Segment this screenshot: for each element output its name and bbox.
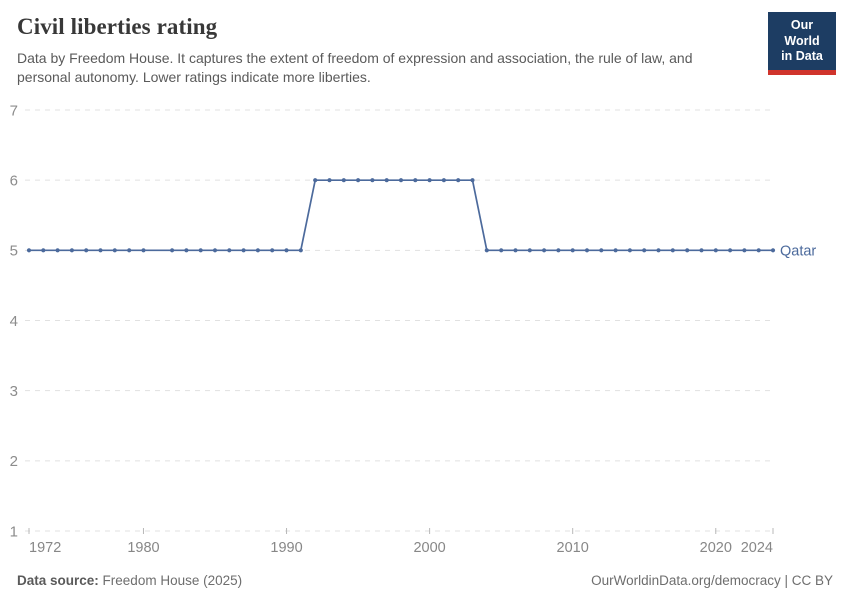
- entity-labels-group: Qatar: [780, 243, 816, 259]
- data-point[interactable]: [770, 248, 776, 253]
- data-source-label: Data source:: [17, 573, 99, 588]
- data-point[interactable]: [570, 248, 575, 253]
- data-point[interactable]: [456, 178, 461, 183]
- data-point[interactable]: [112, 248, 117, 253]
- data-point[interactable]: [384, 178, 389, 183]
- data-source-value: Freedom House (2025): [102, 573, 243, 588]
- data-point[interactable]: [527, 248, 532, 253]
- y-axis-tick-label: 2: [10, 453, 18, 470]
- data-point[interactable]: [84, 248, 89, 253]
- series-group: [26, 178, 776, 253]
- owid-logo-accent-bar: [768, 69, 836, 75]
- x-axis-tick-label: 2024: [741, 540, 773, 556]
- chart-header: Civil liberties rating Data by Freedom H…: [17, 14, 757, 87]
- data-point[interactable]: [484, 248, 489, 253]
- data-point[interactable]: [670, 248, 675, 253]
- x-axis-tick-label: 1972: [29, 540, 61, 556]
- x-axis-tick-label: 1990: [270, 540, 302, 556]
- data-point[interactable]: [341, 178, 346, 183]
- data-point[interactable]: [470, 178, 475, 183]
- data-point[interactable]: [198, 248, 203, 253]
- data-point[interactable]: [441, 178, 446, 183]
- data-point[interactable]: [613, 248, 618, 253]
- page-title: Civil liberties rating: [17, 14, 218, 39]
- data-point[interactable]: [370, 178, 375, 183]
- data-point[interactable]: [398, 178, 404, 183]
- y-axis-tick-label: 1: [10, 523, 18, 540]
- data-point[interactable]: [642, 248, 647, 253]
- data-point[interactable]: [542, 248, 547, 253]
- data-point[interactable]: [26, 248, 32, 253]
- chart-footer: Data source: Freedom House (2025) OurWor…: [17, 573, 833, 588]
- data-point[interactable]: [255, 248, 260, 253]
- data-point[interactable]: [627, 248, 633, 253]
- data-point[interactable]: [513, 248, 518, 253]
- data-point[interactable]: [284, 248, 289, 253]
- data-point[interactable]: [212, 248, 218, 253]
- data-point[interactable]: [98, 248, 103, 253]
- data-point[interactable]: [685, 248, 690, 253]
- data-point[interactable]: [599, 248, 604, 253]
- x-axis-tick-label: 2010: [557, 540, 589, 556]
- data-point[interactable]: [227, 248, 232, 253]
- owid-logo-text: Our World in Data: [768, 12, 836, 70]
- data-point[interactable]: [584, 248, 590, 253]
- owid-logo[interactable]: Our World in Data: [768, 12, 836, 75]
- footer-attribution: OurWorldinData.org/democracy | CC BY: [591, 573, 833, 588]
- y-axis-tick-label: 3: [10, 383, 18, 400]
- license-label: CC BY: [791, 573, 833, 588]
- data-point[interactable]: [699, 248, 704, 253]
- data-point[interactable]: [127, 248, 132, 253]
- data-point[interactable]: [728, 248, 733, 253]
- y-axis-tick-label: 4: [10, 313, 18, 330]
- x-axis-tick-label: 2020: [700, 540, 732, 556]
- data-point[interactable]: [55, 248, 60, 253]
- data-point[interactable]: [427, 178, 432, 183]
- data-point[interactable]: [141, 248, 146, 253]
- data-point[interactable]: [756, 248, 761, 253]
- data-point[interactable]: [41, 248, 46, 253]
- entity-label: Qatar: [780, 243, 816, 259]
- data-point[interactable]: [742, 248, 747, 253]
- owid-logo-line1: Our World: [784, 18, 820, 48]
- data-point[interactable]: [69, 248, 74, 253]
- x-axis-tick-label: 1980: [127, 540, 159, 556]
- data-point[interactable]: [556, 248, 561, 253]
- data-point[interactable]: [656, 248, 661, 253]
- gridlines-group: [25, 109, 772, 532]
- data-point[interactable]: [713, 248, 718, 253]
- data-point[interactable]: [499, 248, 504, 253]
- owid-url-link[interactable]: OurWorldinData.org/democracy: [591, 573, 781, 588]
- y-axis-tick-label: 7: [10, 102, 18, 119]
- data-source-note: Data source: Freedom House (2025): [17, 573, 242, 588]
- chart-subtitle: Data by Freedom House. It captures the e…: [17, 50, 693, 86]
- data-point[interactable]: [413, 178, 418, 183]
- y-axis-tick-label: 6: [10, 172, 18, 189]
- data-point[interactable]: [270, 248, 275, 253]
- y-axis-tick-label: 5: [10, 243, 18, 260]
- owid-logo-line2: in Data: [781, 49, 823, 64]
- data-point[interactable]: [184, 248, 189, 253]
- y-axis-labels-group: 1 2 3 4 5 6 7: [10, 102, 18, 540]
- x-axis-tick-label: 2000: [413, 540, 445, 556]
- data-point[interactable]: [313, 178, 318, 183]
- data-point[interactable]: [170, 248, 175, 253]
- footer-separator: |: [780, 573, 792, 588]
- qatar-series-line[interactable]: [29, 179, 773, 252]
- data-point[interactable]: [241, 248, 246, 253]
- data-point[interactable]: [298, 248, 303, 253]
- data-point[interactable]: [356, 178, 361, 183]
- data-point[interactable]: [327, 178, 332, 183]
- x-axis-group: 1972 1980 1990 2000 2010 2020 2024: [28, 528, 774, 556]
